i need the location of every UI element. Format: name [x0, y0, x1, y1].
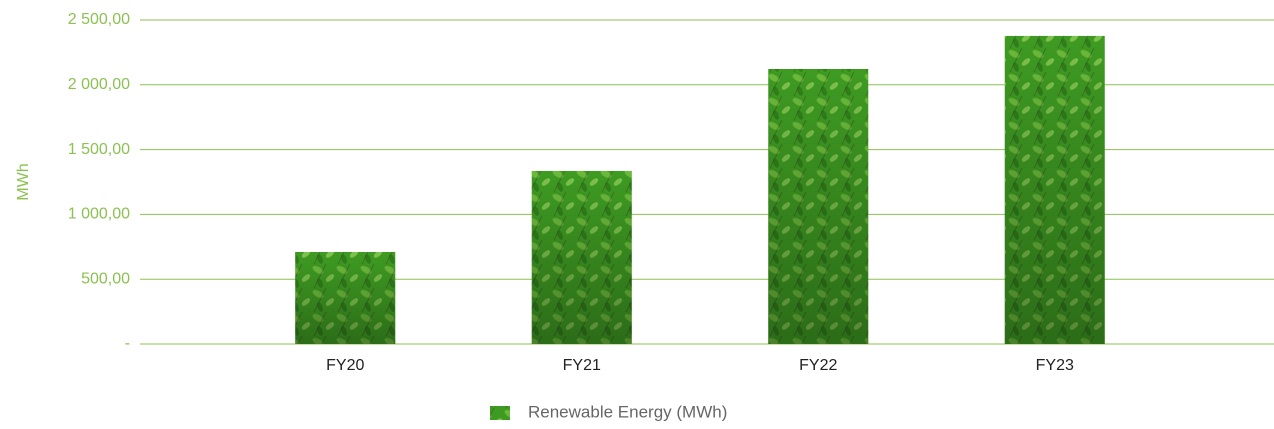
y-tick-label: 2 500,00 [68, 11, 130, 28]
bar [1005, 36, 1105, 344]
page: {"chart_data": {"type": "bar", "y_label"… [0, 0, 1274, 429]
y-tick-label: 2 000,00 [68, 76, 130, 93]
legend-label: Renewable Energy (MWh) [528, 402, 727, 421]
legend-swatch-texture [490, 406, 510, 420]
y-tick-label: - [125, 335, 130, 352]
x-tick-label: FY21 [563, 357, 601, 374]
bar [295, 252, 395, 344]
x-tick-label: FY22 [799, 357, 837, 374]
y-axis-label: MWh [15, 163, 32, 200]
bar [532, 171, 632, 344]
y-tick-label: 1 500,00 [68, 141, 130, 158]
x-tick-label: FY23 [1036, 357, 1074, 374]
y-tick-label: 500,00 [81, 270, 130, 287]
y-tick-label: 1 000,00 [68, 206, 130, 223]
chart: MWh - 500,00 1 000,00 1 500,00 2 000,00 2 500… [0, 0, 1274, 429]
x-tick-label: FY20 [326, 357, 364, 374]
bar [768, 69, 868, 344]
